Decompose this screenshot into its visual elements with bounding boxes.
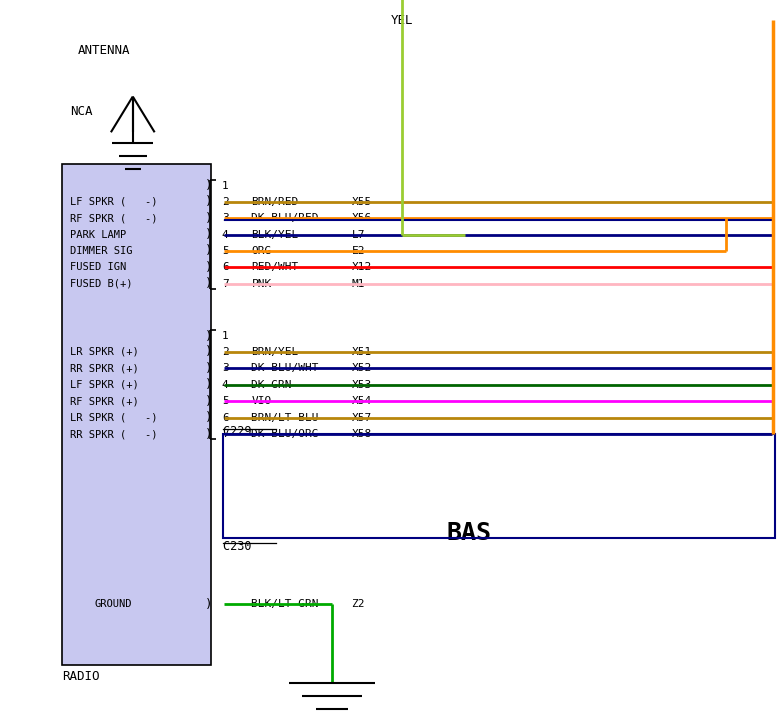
Text: LR SPKR (+): LR SPKR (+) (70, 347, 139, 357)
Text: ): ) (205, 245, 212, 257)
Text: 6: 6 (222, 262, 229, 272)
Text: ): ) (205, 277, 212, 290)
Bar (62, 164, 211, 665)
Text: 1: 1 (222, 331, 229, 341)
Text: X57: X57 (351, 413, 372, 423)
Text: VIO: VIO (251, 396, 272, 406)
Text: DIMMER SIG: DIMMER SIG (70, 246, 133, 256)
Text: GROUND: GROUND (95, 599, 132, 609)
Text: X54: X54 (351, 396, 372, 406)
Text: FUSED B(+): FUSED B(+) (70, 279, 133, 289)
Text: LR SPKR (   -): LR SPKR ( -) (70, 413, 158, 423)
Text: 2: 2 (222, 347, 229, 357)
Text: ): ) (205, 179, 212, 192)
Text: 1: 1 (222, 181, 229, 191)
Text: ORG: ORG (251, 246, 272, 256)
Text: DK BLU/RED: DK BLU/RED (251, 213, 319, 223)
Text: RF SPKR (   -): RF SPKR ( -) (70, 213, 158, 223)
Text: M1: M1 (351, 279, 365, 289)
Text: 3: 3 (222, 213, 229, 223)
Text: ANTENNA: ANTENNA (78, 44, 130, 57)
Text: BAS: BAS (446, 521, 491, 545)
Text: YEL: YEL (390, 14, 413, 27)
Bar (223, 434, 775, 538)
Text: ): ) (205, 428, 212, 440)
Text: 7: 7 (222, 429, 229, 439)
Text: X52: X52 (351, 363, 372, 373)
Text: 7: 7 (222, 279, 229, 289)
Text: RR SPKR (   -): RR SPKR ( -) (70, 429, 158, 439)
Text: X12: X12 (351, 262, 372, 272)
Text: 4: 4 (222, 230, 229, 240)
Text: BRN/LT BLU: BRN/LT BLU (251, 413, 319, 423)
Text: BRN/YEL: BRN/YEL (251, 347, 298, 357)
Text: ): ) (205, 411, 212, 424)
Text: LF SPKR (+): LF SPKR (+) (70, 380, 139, 390)
Text: DK BLU/ORG: DK BLU/ORG (251, 429, 319, 439)
Text: BLK/LT GRN: BLK/LT GRN (251, 599, 319, 609)
Text: PARK LAMP: PARK LAMP (70, 230, 127, 240)
Text: ): ) (205, 362, 212, 375)
Text: 2: 2 (222, 197, 229, 207)
Text: 3: 3 (222, 363, 229, 373)
Text: C229: C229 (223, 425, 259, 438)
Text: NCA: NCA (70, 105, 93, 118)
Text: RED/WHT: RED/WHT (251, 262, 298, 272)
Text: RR SPKR (+): RR SPKR (+) (70, 363, 139, 373)
Text: X51: X51 (351, 347, 372, 357)
Text: ): ) (205, 228, 212, 241)
Text: ): ) (205, 345, 212, 358)
Text: E2: E2 (351, 246, 365, 256)
Text: BLK/YEL: BLK/YEL (251, 230, 298, 240)
Text: 6: 6 (222, 413, 229, 423)
Text: C230: C230 (223, 540, 259, 553)
Text: ): ) (205, 195, 212, 208)
Text: X56: X56 (351, 213, 372, 223)
Text: 4: 4 (222, 380, 229, 390)
Text: DK GRN: DK GRN (251, 380, 292, 390)
Text: BRN/RED: BRN/RED (251, 197, 298, 207)
Text: L7: L7 (351, 230, 365, 240)
Text: PNK: PNK (251, 279, 272, 289)
Text: X55: X55 (351, 197, 372, 207)
Text: Z2: Z2 (351, 599, 365, 609)
Text: LF SPKR (   -): LF SPKR ( -) (70, 197, 158, 207)
Text: 5: 5 (222, 246, 229, 256)
Text: ): ) (205, 598, 212, 611)
Text: FUSED IGN: FUSED IGN (70, 262, 127, 272)
Text: RF SPKR (+): RF SPKR (+) (70, 396, 139, 406)
Text: ): ) (205, 212, 212, 225)
Text: ): ) (205, 378, 212, 391)
Text: ): ) (205, 261, 212, 274)
Text: ): ) (205, 395, 212, 408)
Text: ): ) (205, 330, 212, 342)
Text: DK BLU/WHT: DK BLU/WHT (251, 363, 319, 373)
Text: X53: X53 (351, 380, 372, 390)
Text: RADIO: RADIO (62, 670, 100, 683)
Text: X58: X58 (351, 429, 372, 439)
Text: 5: 5 (222, 396, 229, 406)
